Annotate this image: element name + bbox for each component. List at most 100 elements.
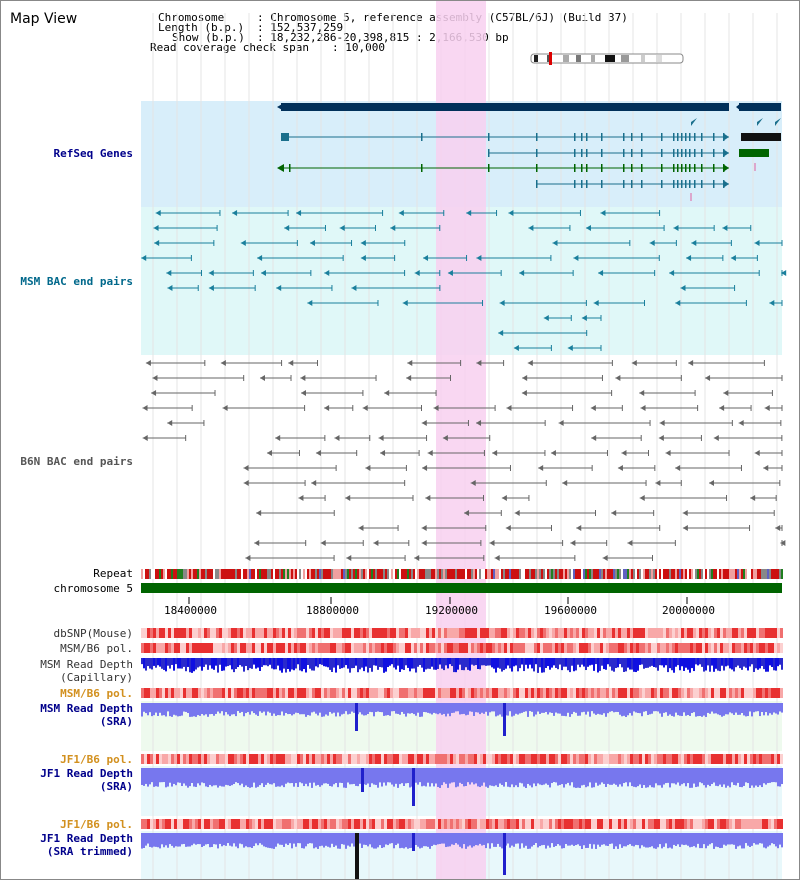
polymorphism-segment <box>537 819 540 829</box>
repeat-segment <box>643 569 645 579</box>
polymorphism-segment <box>216 628 219 638</box>
bac-end-marker <box>298 495 304 501</box>
repeat-segment <box>233 569 235 579</box>
polymorphism-segment <box>735 688 738 698</box>
repeat-segment <box>437 569 439 579</box>
polymorphism-segment <box>447 754 450 764</box>
depth-bar <box>505 658 507 669</box>
depth-bar <box>217 768 219 788</box>
depth-bar <box>763 658 765 670</box>
gene-exon <box>488 149 490 157</box>
gene-exon <box>681 133 683 141</box>
repeat-segment <box>493 569 495 579</box>
gene-strand-arrow <box>775 118 781 126</box>
depth-bar <box>297 703 299 713</box>
polymorphism-segment <box>675 643 678 653</box>
depth-bar <box>643 658 645 669</box>
polymorphism-segment <box>297 754 300 764</box>
polymorphism-segment <box>579 643 582 653</box>
depth-bar <box>653 768 655 788</box>
polymorphism-segment <box>534 754 537 764</box>
polymorphism-segment <box>510 628 513 638</box>
polymorphism-segment <box>708 754 711 764</box>
depth-bar <box>513 768 515 788</box>
polymorphism-segment <box>702 754 705 764</box>
polymorphism-segment <box>549 754 552 764</box>
ideogram-band <box>656 55 662 62</box>
polymorphism-segment <box>438 628 441 638</box>
polymorphism-segment <box>711 643 714 653</box>
depth-bar <box>513 658 515 667</box>
depth-spike <box>355 833 359 879</box>
depth-bar <box>241 658 243 667</box>
depth-bar <box>213 768 215 786</box>
depth-bar <box>437 768 439 788</box>
depth-bar <box>205 768 207 787</box>
depth-bar <box>269 703 271 713</box>
depth-bar <box>281 703 283 712</box>
polymorphism-segment <box>711 628 714 638</box>
depth-bar <box>581 658 583 665</box>
depth-bar <box>259 658 261 671</box>
gene-exon <box>581 149 583 157</box>
repeat-segment <box>725 569 727 579</box>
depth-bar <box>271 703 273 716</box>
depth-bar <box>249 833 251 848</box>
polymorphism-segment <box>582 819 585 829</box>
repeat-segment <box>597 569 599 579</box>
depth-bar <box>325 833 327 846</box>
polymorphism-segment <box>708 643 711 653</box>
gene-exon <box>574 149 576 157</box>
polymorphism-segment <box>309 688 312 698</box>
axis-tick-label: 18400000 <box>164 604 217 617</box>
depth-bar <box>193 768 195 787</box>
depth-bar <box>645 768 647 788</box>
polymorphism-segment <box>690 754 693 764</box>
depth-bar <box>595 833 597 849</box>
polymorphism-segment <box>363 754 366 764</box>
depth-bar <box>615 658 617 669</box>
depth-bar <box>753 833 755 844</box>
polymorphism-segment <box>675 688 678 698</box>
depth-bar <box>327 658 329 668</box>
depth-bar <box>141 833 143 849</box>
coverage-value: : 10,000 <box>332 41 385 54</box>
depth-bar <box>319 833 321 847</box>
bac-end-marker <box>260 270 266 276</box>
polymorphism-segment <box>579 819 582 829</box>
bac-end-marker <box>639 495 645 501</box>
depth-bar <box>391 833 393 844</box>
polymorphism-segment <box>600 819 603 829</box>
depth-bar <box>687 768 689 784</box>
depth-bar <box>657 703 659 712</box>
depth-bar <box>197 703 199 716</box>
depth-bar <box>651 703 653 714</box>
b6n-bac-label[interactable]: B6N BAC end pairs <box>20 455 133 468</box>
depth-bar <box>169 768 171 783</box>
polymorphism-segment <box>549 628 552 638</box>
gene-exon <box>586 164 588 172</box>
depth-bar <box>721 703 723 717</box>
depth-bar <box>215 833 217 845</box>
depth-bar <box>509 703 511 712</box>
depth-bar <box>337 703 339 713</box>
polymorphism-segment <box>324 819 327 829</box>
depth-bar <box>709 768 711 787</box>
bac-end-marker <box>259 375 265 381</box>
depth-bar <box>161 703 163 716</box>
depth-bar <box>313 703 315 712</box>
depth-bar <box>331 768 333 787</box>
refseq-genes-label[interactable]: RefSeq Genes <box>53 147 133 160</box>
depth-bar <box>229 768 231 786</box>
depth-bar <box>453 833 455 845</box>
depth-bar <box>511 768 513 785</box>
msm-bac-label[interactable]: MSM BAC end pairs <box>20 275 133 288</box>
polymorphism-segment <box>549 819 552 829</box>
bac-end-marker <box>254 540 260 546</box>
polymorphism-segment <box>345 643 348 653</box>
repeat-segment <box>309 569 311 579</box>
polymorphism-segment <box>357 643 360 653</box>
polymorphism-segment <box>717 754 720 764</box>
depth-bar <box>441 703 443 715</box>
